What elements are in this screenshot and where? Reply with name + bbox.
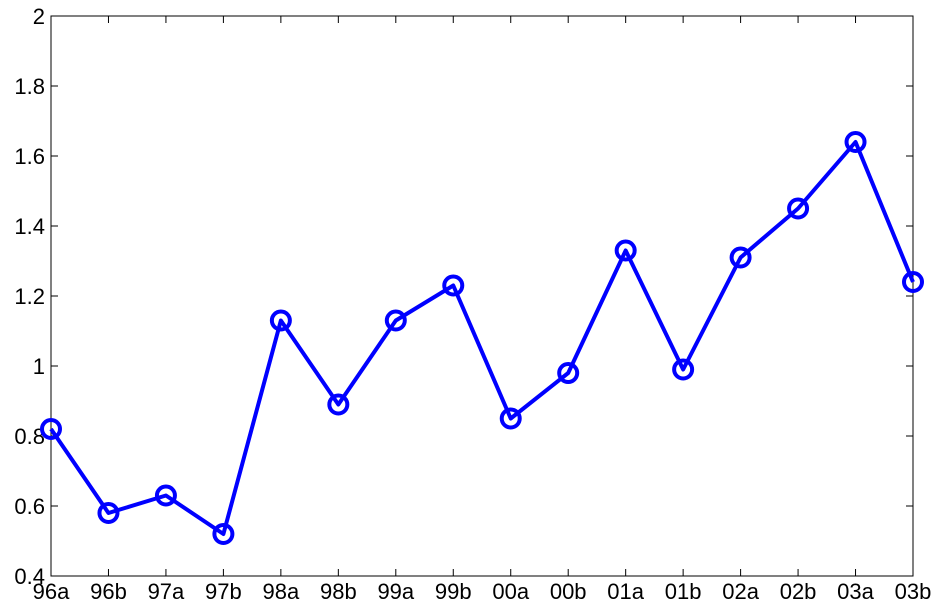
data-point xyxy=(902,271,924,293)
x-tick-label: 00a xyxy=(492,579,529,604)
x-tick-label: 99a xyxy=(377,579,414,604)
data-point xyxy=(442,274,465,297)
plot-area xyxy=(50,15,914,577)
x-tick-label: 00b xyxy=(550,579,587,604)
y-axis: 0.4 0.6 0.8 1 1.2 1.4 1.6 1.8 2 xyxy=(14,4,913,589)
x-tick-label: 02a xyxy=(722,579,759,604)
x-tick-label: 01b xyxy=(665,579,702,604)
data-point xyxy=(269,309,292,332)
x-tick-label: 98b xyxy=(320,579,357,604)
y-tick-label: 1.6 xyxy=(14,144,45,169)
data-point xyxy=(40,418,62,440)
data-series xyxy=(40,131,924,545)
data-point xyxy=(614,239,637,262)
data-point xyxy=(212,523,235,545)
y-tick-label: 0.6 xyxy=(14,494,45,519)
y-tick-label: 1.4 xyxy=(14,214,45,239)
data-point xyxy=(327,393,350,416)
y-tick-label: 0.4 xyxy=(14,564,45,589)
x-tick-label: 97a xyxy=(148,579,185,604)
data-point xyxy=(154,484,177,507)
y-tick-label: 1 xyxy=(33,354,45,379)
x-tick-label: 96b xyxy=(90,579,127,604)
data-point xyxy=(672,358,695,381)
data-point xyxy=(97,502,120,524)
y-tick-label: 1.2 xyxy=(14,284,45,309)
data-point xyxy=(844,131,867,153)
data-point xyxy=(729,246,752,269)
x-axis: 96a 96b 97a 97b 98a 98b 99a 99b 00a 00b 01a 01b 02a 0… xyxy=(33,16,932,604)
y-tick-label: 1.8 xyxy=(14,74,45,99)
x-tick-label: 02b xyxy=(780,579,817,604)
x-tick-label: 97b xyxy=(205,579,242,604)
series-line xyxy=(49,140,915,536)
x-tick-label: 96a xyxy=(33,579,70,604)
x-tick-label: 01a xyxy=(607,579,644,604)
data-point xyxy=(499,407,522,430)
x-tick-label: 03b xyxy=(895,579,932,604)
data-point xyxy=(787,197,810,220)
data-point xyxy=(557,362,580,384)
y-tick-label: 2 xyxy=(33,4,45,29)
x-tick-label: 98a xyxy=(263,579,300,604)
data-point xyxy=(384,309,407,332)
y-tick-label: 0.8 xyxy=(14,424,45,449)
x-tick-label: 99b xyxy=(435,579,472,604)
x-tick-label: 03a xyxy=(837,579,874,604)
